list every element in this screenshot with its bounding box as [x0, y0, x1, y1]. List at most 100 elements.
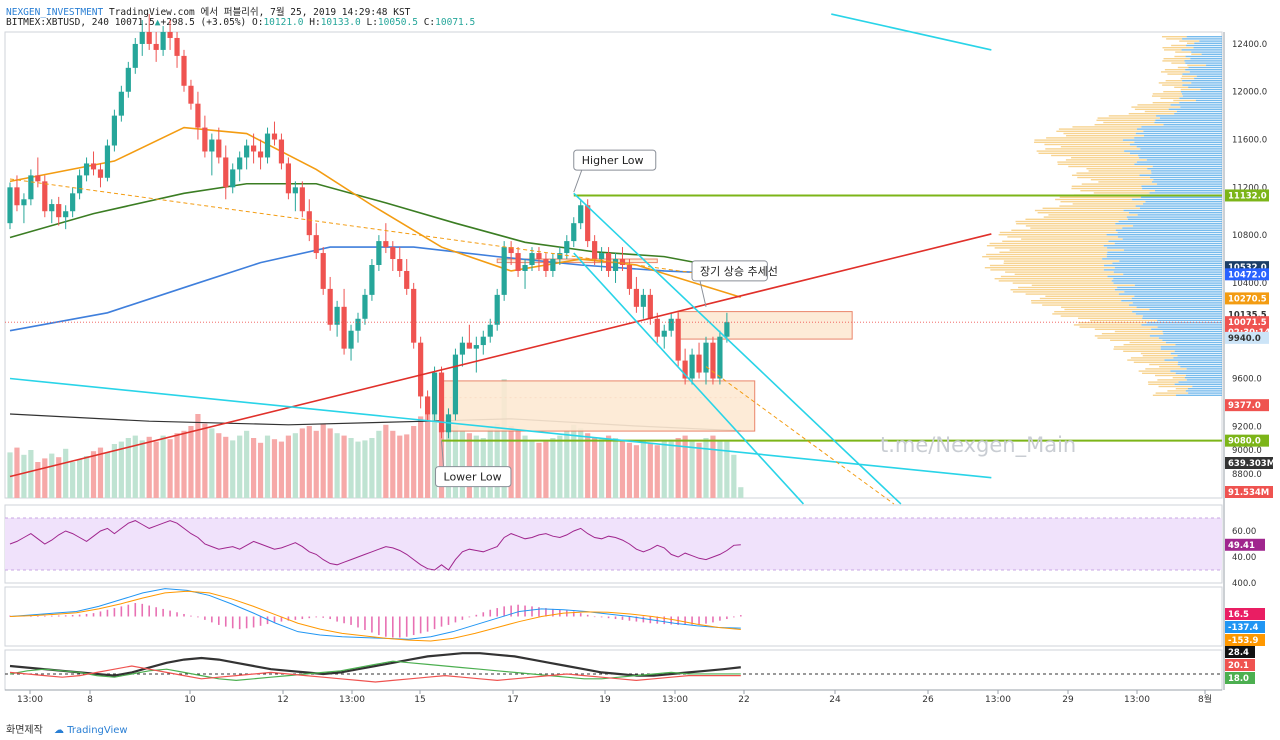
- candle-body: [264, 133, 271, 158]
- candle-body: [411, 288, 417, 343]
- volume-profile-buy-bar: [1010, 289, 1115, 291]
- volume-bar: [397, 435, 403, 498]
- candle-body: [376, 241, 382, 265]
- price-badge-label: 9940.0: [1228, 334, 1261, 344]
- volume-bar: [543, 441, 549, 498]
- volume-profile-buy-bar: [1009, 249, 1124, 251]
- volume-profile-sell-bar: [1173, 357, 1222, 359]
- macd-histogram-bar: [141, 603, 144, 617]
- volume-profile-sell-bar: [1106, 253, 1222, 256]
- pane-frame: [4, 649, 1223, 691]
- volume-profile-buy-bar: [1155, 392, 1189, 394]
- macd-histogram-bar: [670, 616, 672, 625]
- volume-profile-sell-bar: [1163, 124, 1222, 126]
- volume-profile-sell-bar: [1137, 214, 1222, 216]
- price-tick-label: 9600.0: [1232, 375, 1262, 385]
- volume-profile-buy-bar: [1018, 286, 1118, 289]
- minus-di-line: [9, 665, 741, 683]
- candle-body: [77, 175, 83, 194]
- volume-profile-buy-bar: [1103, 121, 1155, 124]
- volume-profile-sell-bar: [1122, 238, 1222, 240]
- volume-profile-buy-bar: [1003, 262, 1113, 264]
- volume-profile-buy-bar: [1052, 313, 1136, 315]
- volume-profile-sell-bar: [1117, 231, 1222, 234]
- volume-bar: [97, 447, 104, 498]
- price-tick-label: 11200.0: [1232, 183, 1267, 193]
- volume-profile-sell-bar: [1178, 381, 1222, 383]
- trendline-downtrend-dotted: [9, 178, 741, 280]
- volume-profile-sell-bar: [1162, 330, 1222, 333]
- candle-body: [480, 336, 486, 346]
- macd-histogram-bar: [398, 616, 401, 638]
- volume-profile-buy-bar: [1191, 53, 1202, 55]
- macd-histogram-bar: [50, 615, 53, 617]
- volume-profile-buy-bar: [1090, 179, 1154, 181]
- candle-body: [209, 139, 215, 152]
- volume-profile-sell-bar: [1117, 236, 1222, 238]
- volume-profile-sell-bar: [1188, 66, 1222, 69]
- candle-body: [724, 322, 730, 337]
- volume-profile-buy-bar: [1003, 260, 1120, 262]
- volume-profile-buy-bar: [1167, 73, 1183, 75]
- macd-histogram-bar: [419, 616, 422, 634]
- volume-profile-buy-bar: [1061, 306, 1137, 308]
- annotation-pointer: [573, 169, 583, 193]
- volume-bar: [605, 435, 612, 498]
- macd-histogram-bar: [496, 608, 498, 617]
- price-tick-label: 11600.0: [1232, 136, 1267, 146]
- volume-bar: [257, 442, 264, 498]
- volume-profile-sell-bar: [1157, 319, 1222, 322]
- volume-profile-sell-bar: [1185, 69, 1222, 71]
- volume-profile-sell-bar: [1188, 392, 1222, 394]
- volume-profile-sell-bar: [1122, 227, 1222, 229]
- macd-histogram-bar: [712, 616, 714, 623]
- volume-profile-buy-bar: [1038, 152, 1130, 154]
- trendline-projection-dotted: [705, 366, 895, 505]
- macd-histogram-bar: [684, 616, 686, 625]
- annotation-text: Higher Low: [582, 154, 644, 167]
- volume-profile-buy-bar: [1173, 99, 1196, 102]
- tradingview-logo[interactable]: ☁ TradingView: [54, 725, 128, 736]
- macd-histogram-bar: [343, 616, 345, 624]
- trendline-cyan-top: [831, 13, 992, 51]
- volume-profile-buy-bar: [1034, 139, 1123, 141]
- candle-body: [160, 32, 166, 50]
- volume-profile-buy-bar: [1080, 190, 1156, 192]
- volume-bar: [522, 435, 528, 498]
- time-tick-label: 15: [414, 695, 425, 705]
- volume-profile-sell-bar: [1152, 165, 1222, 168]
- volume-bar: [536, 442, 542, 498]
- macd-histogram-bar: [301, 616, 304, 620]
- volume-profile-buy-bar: [1131, 106, 1181, 108]
- macd-histogram-bar: [656, 616, 659, 624]
- candle-body: [237, 157, 243, 170]
- macd-badge-label: 16.5: [1228, 610, 1249, 620]
- volume-profile-buy-bar: [1078, 317, 1143, 319]
- price-badge-label: 10071.5: [1228, 318, 1267, 328]
- candle-body: [56, 204, 62, 218]
- volume-bar: [195, 414, 201, 498]
- candle-body: [195, 103, 201, 128]
- volume-profile-sell-bar: [1146, 322, 1222, 324]
- candle-body: [362, 294, 368, 319]
- candle-body: [167, 32, 173, 38]
- candle-body: [202, 127, 208, 152]
- publisher-name[interactable]: NEXGEN_INVESTMENT: [6, 7, 104, 18]
- volume-bar: [90, 451, 97, 498]
- volume-profile-buy-bar: [1144, 110, 1177, 113]
- volume-profile-buy-bar: [1048, 214, 1138, 216]
- candle-body: [647, 294, 653, 319]
- symbol-info: BITMEX:XBTUSD, 240 10071.5▲+298.5 (+3.05…: [6, 17, 475, 28]
- volume-bar: [223, 436, 229, 498]
- candle-body: [605, 253, 612, 271]
- volume-profile-buy-bar: [1002, 240, 1109, 242]
- footer: 화면제작 ☁ TradingView: [6, 721, 128, 736]
- volume-profile-sell-bar: [1179, 102, 1222, 104]
- volume-bar: [28, 450, 34, 498]
- macd-histogram-bar: [447, 616, 450, 625]
- macd-histogram-bar: [92, 613, 95, 617]
- volume-profile-sell-bar: [1179, 97, 1222, 99]
- volume-profile-buy-bar: [1021, 238, 1123, 240]
- volume-bar: [640, 440, 646, 498]
